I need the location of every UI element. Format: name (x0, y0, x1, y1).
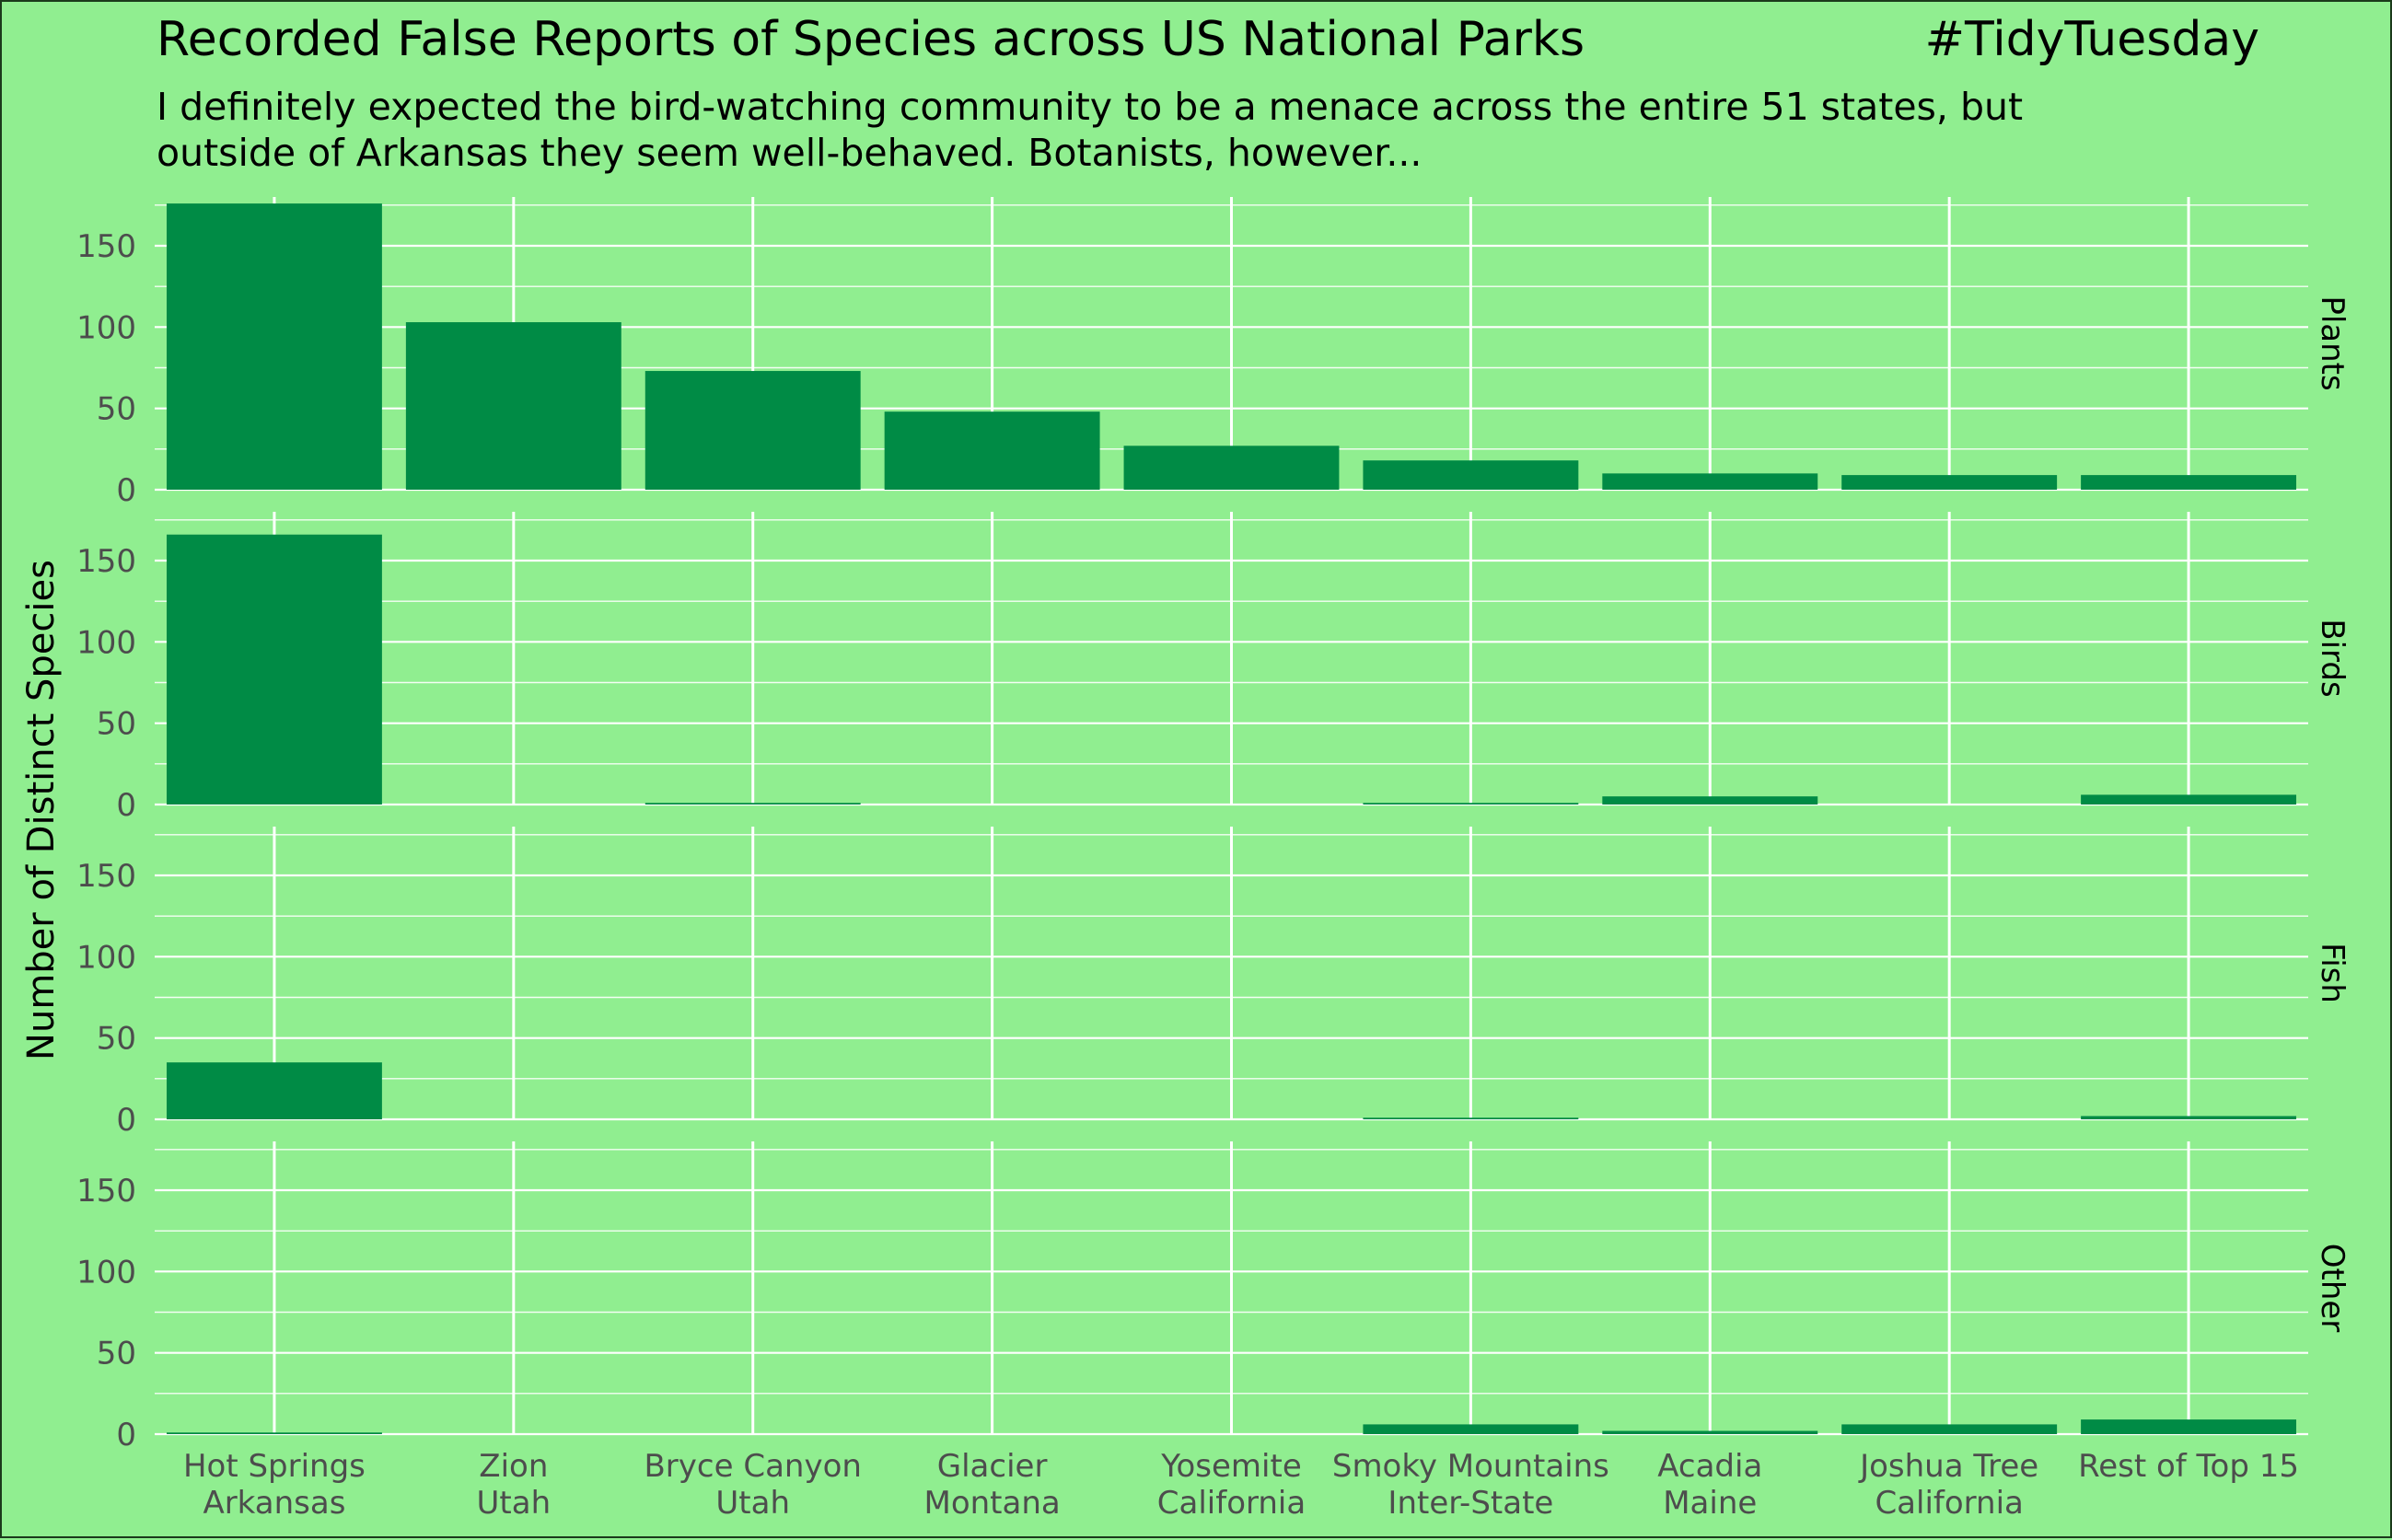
x-tick-label: Acadia (1657, 1448, 1762, 1485)
x-tick-label: Inter-State (1388, 1485, 1553, 1522)
y-tick-label: 0 (116, 1102, 136, 1139)
bar-other-joshua-tree (1841, 1424, 2058, 1434)
bar-other-acadia (1602, 1430, 1818, 1434)
x-tick-label: Rest of Top 15 (2078, 1448, 2299, 1485)
y-tick-label: 150 (76, 228, 136, 265)
y-tick-label: 100 (76, 1254, 136, 1291)
y-tick-label: 150 (76, 543, 136, 580)
facet-label-plants: Plants (2314, 295, 2351, 390)
x-tick-label: Bryce Canyon (644, 1448, 861, 1485)
y-tick-label: 0 (116, 787, 136, 824)
x-tick-label: Utah (477, 1485, 552, 1522)
facet-panel-plants: 0 50 100 150 Plants (76, 197, 2351, 509)
y-tick-label: 100 (76, 939, 136, 976)
x-tick-label: Montana (923, 1485, 1060, 1522)
x-tick-label: Smoky Mountains (1332, 1448, 1609, 1485)
facet-panels: 0 50 100 150 Plants 0 50 100 150 Birds 0 50 100 150 Fi… (76, 197, 2351, 1453)
facet-panel-other: 0 50 100 150 Other (76, 1141, 2351, 1453)
x-tick-label: Glacier (937, 1448, 1048, 1485)
y-tick-label: 50 (97, 391, 136, 428)
y-tick-label: 0 (116, 1417, 136, 1453)
bar-other-hot-springs (166, 1432, 382, 1434)
chart-title: Recorded False Reports of Species across… (157, 12, 1585, 67)
subtitle-line-2: outside of Arkansas they seem well-behav… (157, 131, 1422, 175)
x-tick-label: Arkansas (203, 1485, 345, 1522)
bar-plants-smoky-mountains (1363, 460, 1579, 490)
bar-plants-glacier (884, 411, 1100, 490)
bar-plants-zion (405, 322, 621, 490)
bar-birds-smoky-mountains (1363, 803, 1579, 805)
bar-plants-hot-springs (166, 203, 382, 491)
x-tick-label: California (1157, 1485, 1306, 1522)
y-tick-label: 50 (97, 1021, 136, 1058)
y-tick-label: 50 (97, 706, 136, 743)
x-tick-label: Yosemite (1160, 1448, 1302, 1485)
x-tick-label: Hot Springs (183, 1448, 366, 1485)
bar-birds-acadia (1602, 796, 1818, 805)
y-tick-label: 150 (76, 858, 136, 895)
bar-other-smoky-mountains (1363, 1424, 1579, 1434)
facet-label-birds: Birds (2314, 619, 2351, 697)
y-tick-label: 0 (116, 472, 136, 509)
y-tick-label: 150 (76, 1173, 136, 1210)
x-tick-label: California (1875, 1485, 2023, 1522)
y-tick-label: 100 (76, 624, 136, 661)
bar-birds-rest-of-top-15 (2081, 794, 2297, 805)
y-axis-title: Number of Distinct Species (20, 560, 63, 1060)
facet-label-other: Other (2314, 1244, 2351, 1333)
bar-birds-bryce-canyon (644, 803, 861, 805)
facet-panel-birds: 0 50 100 150 Birds (76, 512, 2351, 824)
y-tick-label: 100 (76, 309, 136, 346)
facet-panel-fish: 0 50 100 150 Fish (76, 827, 2351, 1139)
tidytuesday-tag: #TidyTuesday (1924, 12, 2259, 67)
x-tick-label: Zion (479, 1448, 548, 1485)
bar-fish-smoky-mountains (1363, 1117, 1579, 1119)
x-tick-label: Joshua Tree (1858, 1448, 2038, 1485)
subtitle-line-1: I definitely expected the bird-watching … (157, 85, 2023, 129)
bar-plants-rest-of-top-15 (2081, 475, 2297, 490)
bar-fish-hot-springs (166, 1062, 382, 1119)
bar-birds-hot-springs (166, 534, 382, 805)
bar-plants-acadia (1602, 473, 1818, 490)
x-tick-label: Utah (715, 1485, 790, 1522)
y-tick-label: 50 (97, 1336, 136, 1372)
bar-fish-rest-of-top-15 (2081, 1116, 2297, 1119)
bar-plants-yosemite (1123, 446, 1340, 490)
x-tick-label: Maine (1663, 1485, 1757, 1522)
bar-other-rest-of-top-15 (2081, 1419, 2297, 1434)
facet-label-fish: Fish (2314, 943, 2351, 1003)
bar-plants-joshua-tree (1841, 475, 2058, 490)
bar-plants-bryce-canyon (644, 371, 861, 490)
